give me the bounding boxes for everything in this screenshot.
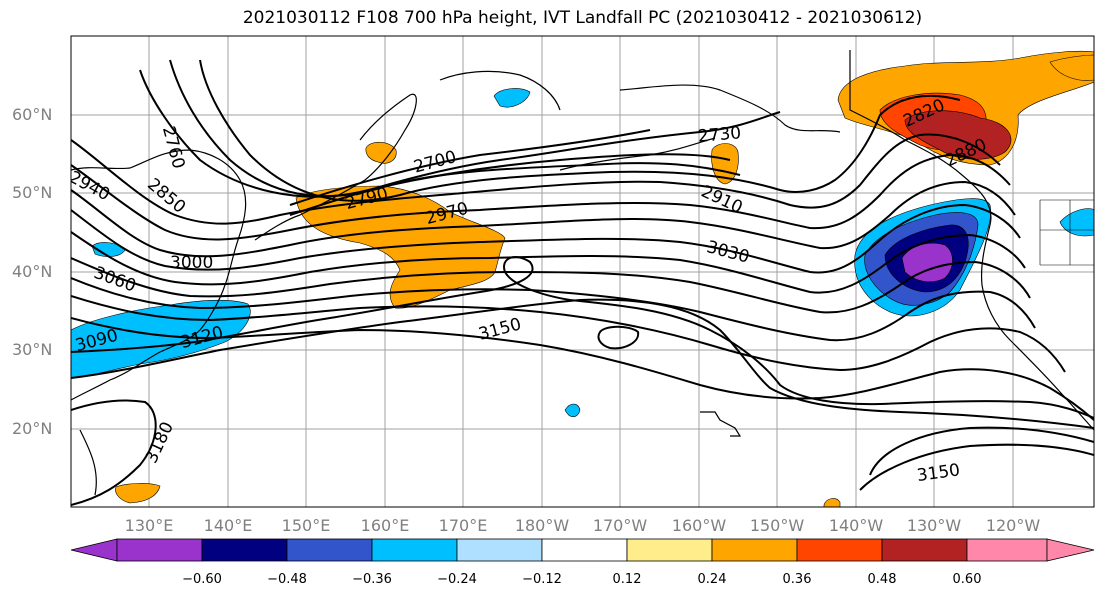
ivt-positive-s-china-sea [115, 483, 161, 504]
colorbar-bin [711, 538, 798, 562]
lat-label: 30°N [12, 340, 53, 359]
contour-2700 [289, 129, 651, 206]
colorbar-tick-label: −0.12 [522, 572, 562, 587]
ivt-negative-japan-north [493, 88, 531, 108]
coastlines [71, 50, 1094, 496]
colorbar-bin [626, 538, 713, 562]
contour-label: 3030 [704, 237, 751, 268]
colorbar-tick-label: 0.60 [952, 572, 982, 587]
colorbar-tick-label: −0.36 [352, 572, 392, 587]
colorbar-bin [541, 538, 628, 562]
lon-label: 170°W [592, 516, 648, 535]
lon-label: 160°E [360, 516, 410, 535]
contour-label: 2940 [66, 167, 114, 205]
contour-3090 [71, 317, 1094, 421]
kamchatka-coastline [439, 70, 561, 111]
colorbar-bin [881, 538, 968, 562]
colorbar-extend-max [1046, 538, 1095, 562]
asia-coastline [71, 149, 247, 401]
colorbar-bin [286, 538, 373, 562]
contour-2910 [71, 180, 1016, 258]
colorbar-extend-min [70, 538, 118, 562]
ivt-negative-us-east [1059, 208, 1094, 237]
lon-label: 160°W [671, 516, 727, 535]
contour-3000 [71, 257, 1031, 314]
japan-coastline [254, 93, 417, 241]
us-state-borders [1039, 199, 1094, 266]
contour-label: 3000 [170, 253, 213, 273]
lat-label: 60°N [12, 105, 53, 124]
nw-america-coastline [849, 50, 1094, 431]
colorbar-tick-label: 0.36 [782, 572, 812, 587]
lon-label: 150°E [281, 516, 331, 535]
contour-3120-se [859, 443, 1094, 491]
lon-label: 180°W [514, 516, 570, 535]
contour-2970 [71, 231, 1026, 294]
colorbar-tick-label: 0.12 [612, 572, 642, 587]
contour-2790 [169, 59, 741, 198]
contour-2940 [71, 203, 1021, 274]
lon-label: 130°W [906, 516, 962, 535]
lon-label: 130°E [124, 516, 174, 535]
figure-title: 2021030112 F108 700 hPa height, IVT Land… [242, 8, 923, 28]
hawaii-island [700, 411, 742, 437]
contour-label: 3180 [142, 419, 178, 467]
contour-3180-south [71, 399, 157, 506]
contour-label: 2910 [698, 182, 746, 218]
colorbar-tick-label: 0.48 [867, 572, 897, 587]
colorbar-bin [966, 538, 1048, 562]
philippines-coastline [79, 429, 97, 496]
lon-label: 140°W [828, 516, 884, 535]
contour-3150-closed [597, 325, 640, 350]
lat-label: 20°N [12, 419, 53, 438]
lon-label: 140°E [203, 516, 253, 535]
ivt-max-gulf-of-alaska [904, 110, 1012, 160]
lon-label: 120°W [985, 516, 1041, 535]
contour-label: 2760 [158, 124, 189, 171]
colorbar-tick-label: 0.24 [697, 572, 727, 587]
colorbar-tick-label: −0.60 [182, 572, 222, 587]
ivt-positive-japan-sea [365, 141, 397, 164]
colorbar-tick-label: −0.24 [437, 572, 477, 587]
contour-2850 [71, 133, 1001, 225]
contour-3030 [71, 277, 1036, 342]
colorbar-bin [796, 538, 883, 562]
contour-3150 [71, 298, 1094, 429]
contour-3060 [71, 295, 1066, 373]
contour-label: 2730 [697, 123, 742, 147]
colorbar-bin [201, 538, 288, 562]
map-frame [70, 35, 1095, 508]
height-contours [71, 59, 1094, 506]
colorbar-bin [116, 538, 203, 562]
lat-label: 50°N [12, 183, 53, 202]
lat-label: 40°N [12, 262, 53, 281]
ivt-positive-equatorial [823, 498, 841, 507]
colorbar-bin [456, 538, 543, 562]
contour-2880 [71, 153, 1011, 241]
colorbar-tick-label: −0.48 [267, 572, 307, 587]
ivt-negative-hawaii [564, 403, 581, 418]
contour-2820 [199, 59, 961, 202]
colorbar [70, 538, 1095, 562]
ivt-positive-n-canada [1049, 54, 1094, 81]
colorbar-bin [371, 538, 458, 562]
contour-label: 3150 [916, 460, 962, 486]
lon-label: 170°E [438, 516, 488, 535]
lon-label: 150°W [749, 516, 805, 535]
contour-3150-se [869, 426, 1094, 476]
alaska-coastline [619, 84, 841, 133]
contour-3120 [71, 256, 1094, 419]
